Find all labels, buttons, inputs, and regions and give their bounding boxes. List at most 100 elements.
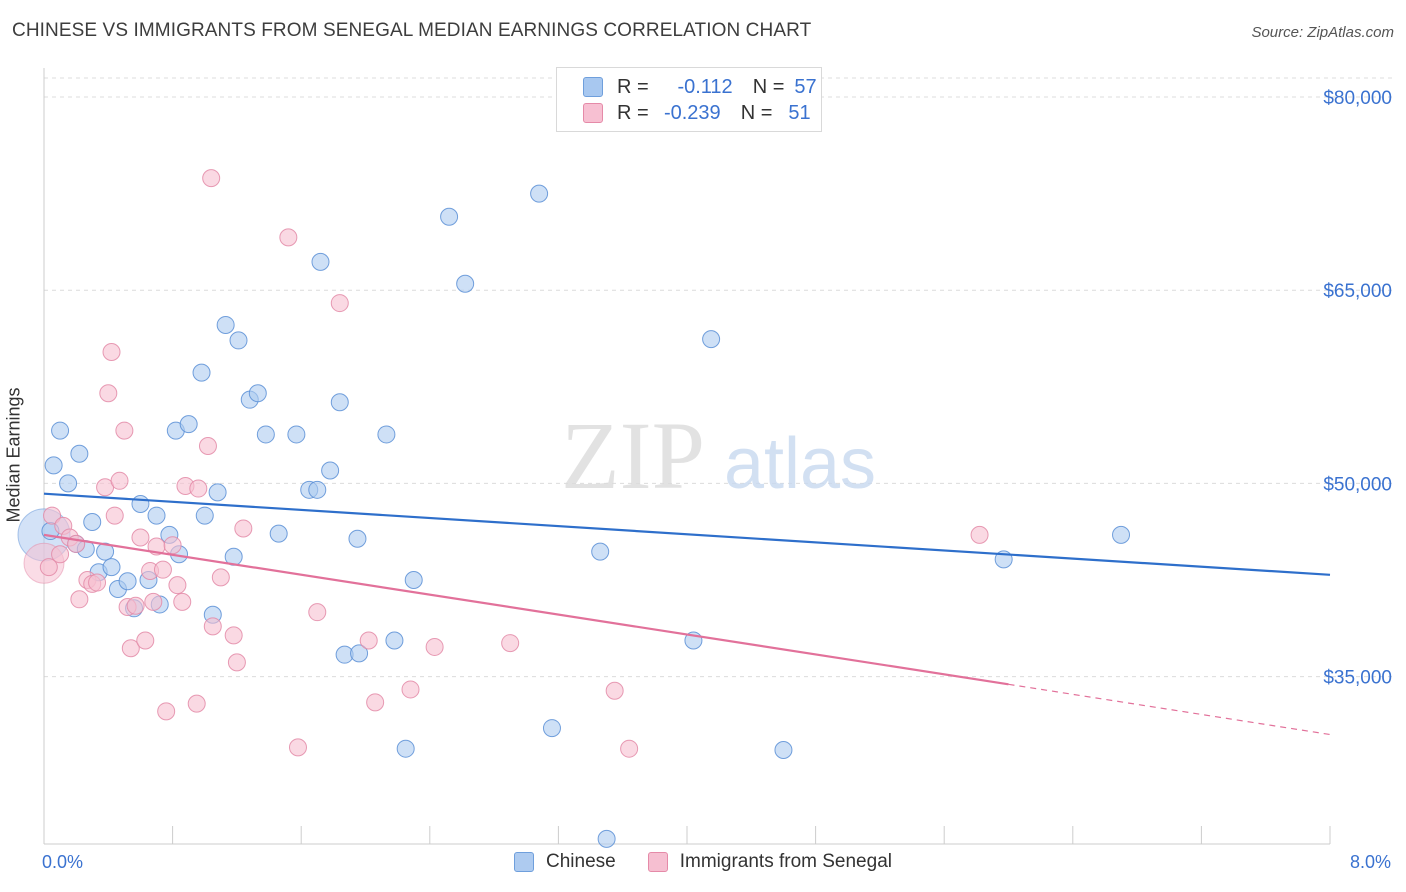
point-chinese <box>404 570 423 589</box>
legend-swatch-senegal <box>583 103 603 123</box>
y-tick-label: $50,000 <box>1323 474 1392 495</box>
point-chinese <box>256 425 275 444</box>
legend-row-chinese: R = -0.112 N = 57 <box>583 74 817 100</box>
point-senegal <box>173 592 192 611</box>
point-chinese <box>308 480 327 499</box>
legend-swatch-chinese <box>583 77 603 97</box>
point-senegal <box>202 169 221 188</box>
point-chinese <box>269 524 288 543</box>
trendline-senegal <box>43 533 1009 686</box>
y-tick-labels: $35,000 $50,000 $65,000 $80,000 <box>1323 88 1392 689</box>
legend-n-label: N = <box>740 101 773 124</box>
bottom-legend-label-chinese: Chinese <box>546 851 616 872</box>
legend-r-value: -0.239 <box>663 101 721 124</box>
y-tick-label: $65,000 <box>1323 281 1392 302</box>
point-chinese <box>385 631 404 650</box>
legend-r-value: -0.112 <box>677 75 733 98</box>
point-chinese <box>216 315 235 334</box>
point-senegal <box>157 702 176 721</box>
trend-layer <box>43 492 1331 736</box>
grid-layer <box>44 77 1392 678</box>
point-senegal <box>366 693 385 712</box>
point-chinese <box>192 363 211 382</box>
point-senegal <box>198 437 217 456</box>
point-chinese <box>118 572 137 591</box>
x-tick-label-max: 8.0% <box>1350 852 1392 872</box>
bottom-legend-chinese: Chinese <box>514 851 616 873</box>
point-chinese <box>96 542 115 561</box>
legend-row-senegal: R = -0.239 N = 51 <box>583 100 811 126</box>
point-chinese <box>440 207 459 226</box>
point-chinese <box>350 644 369 663</box>
point-senegal <box>43 506 62 525</box>
point-chinese <box>530 184 549 203</box>
point-senegal <box>227 653 246 672</box>
point-senegal <box>401 680 420 699</box>
point-chinese <box>83 513 102 532</box>
point-chinese <box>702 330 721 349</box>
point-chinese <box>311 252 330 271</box>
points-layer <box>17 169 1131 848</box>
point-senegal <box>70 590 89 609</box>
legend-r-label: R = <box>617 101 649 124</box>
point-senegal <box>501 634 520 653</box>
point-chinese <box>51 421 70 440</box>
point-senegal <box>163 536 182 555</box>
y-tick-label: $80,000 <box>1323 88 1392 109</box>
point-senegal <box>105 506 124 525</box>
point-senegal <box>88 573 107 592</box>
legend-n-label: N = <box>752 75 785 98</box>
chart-title: CHINESE VS IMMIGRANTS FROM SENEGAL MEDIA… <box>12 20 812 41</box>
point-senegal <box>211 568 230 587</box>
source-label: Source: ZipAtlas.com <box>1251 24 1394 41</box>
point-senegal <box>279 228 298 247</box>
point-chinese <box>208 483 227 502</box>
point-chinese <box>330 393 349 412</box>
point-chinese <box>456 274 475 293</box>
point-chinese <box>597 829 616 848</box>
legend: R = -0.112 N = 57 R = -0.239 N = 51 <box>556 67 822 132</box>
y-tick-label: $35,000 <box>1323 668 1392 689</box>
point-senegal <box>39 558 58 577</box>
axis-layer <box>43 68 1331 845</box>
point-chinese <box>774 740 793 759</box>
point-senegal <box>288 738 307 757</box>
legend-n-value: 51 <box>788 101 811 124</box>
point-senegal <box>425 637 444 656</box>
watermark-zip: ZIP <box>561 402 705 509</box>
point-senegal <box>970 525 989 544</box>
point-chinese <box>44 456 63 475</box>
point-senegal <box>234 519 253 538</box>
point-senegal <box>99 384 118 403</box>
legend-n-value: 57 <box>794 75 817 98</box>
y-axis-label: Median Earnings <box>3 387 24 523</box>
point-chinese <box>348 529 367 548</box>
point-chinese <box>591 542 610 561</box>
point-chinese <box>147 506 166 525</box>
point-chinese <box>131 494 150 513</box>
point-senegal <box>224 626 243 645</box>
point-senegal <box>102 343 121 362</box>
point-senegal <box>189 479 208 498</box>
point-senegal <box>136 631 155 650</box>
point-senegal <box>110 471 129 490</box>
point-senegal <box>126 596 145 615</box>
point-senegal <box>168 576 187 595</box>
point-senegal <box>187 694 206 713</box>
bottom-legend-senegal: Immigrants from Senegal <box>647 851 892 873</box>
watermark-atlas: atlas <box>724 424 876 504</box>
point-senegal <box>605 681 624 700</box>
point-chinese <box>229 331 248 350</box>
point-chinese <box>1112 525 1131 544</box>
watermark: ZIP atlas <box>561 402 876 509</box>
point-chinese <box>287 425 306 444</box>
point-senegal <box>131 528 150 547</box>
point-chinese <box>321 461 340 480</box>
point-chinese <box>248 384 267 403</box>
point-chinese <box>179 415 198 434</box>
bottom-legend-label-senegal: Immigrants from Senegal <box>679 851 892 872</box>
point-senegal <box>308 603 327 622</box>
x-tick-label-min: 0.0% <box>42 852 84 872</box>
point-senegal <box>51 545 70 564</box>
